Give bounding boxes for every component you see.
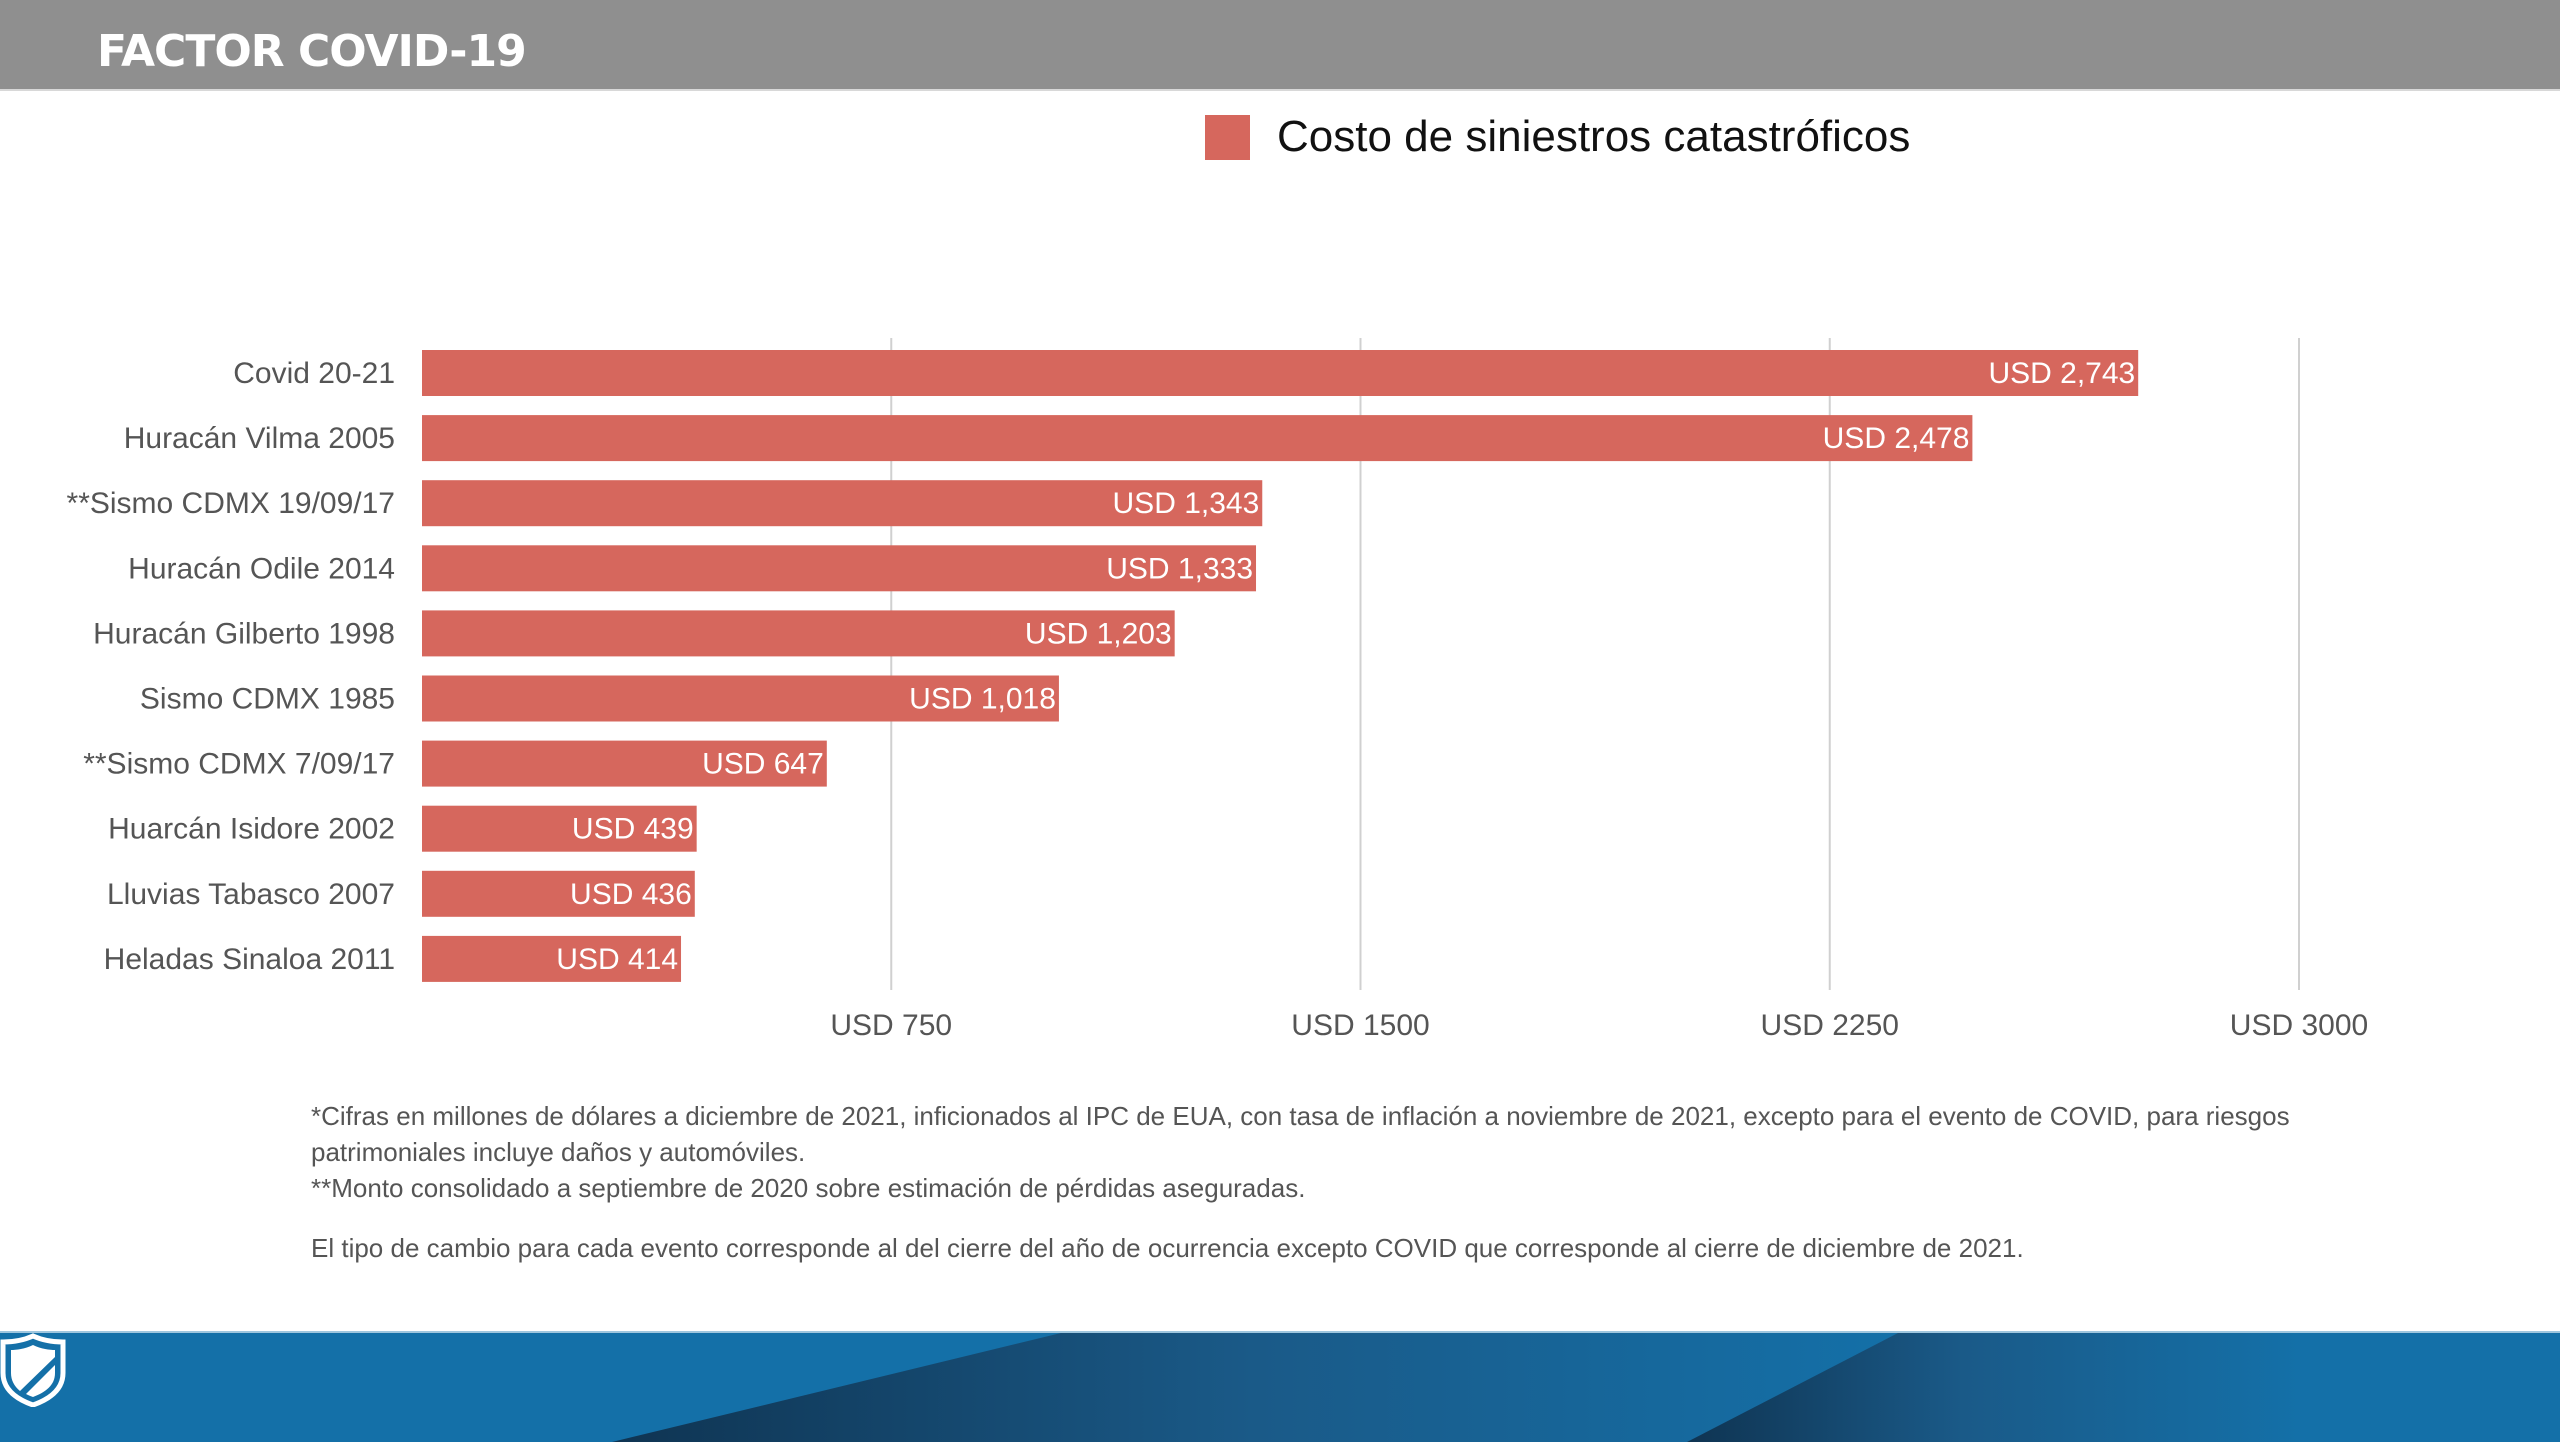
footer-stripe-1 xyxy=(612,1333,1898,1442)
bar xyxy=(422,415,1973,462)
category-label: Huarcán Isidore 2002 xyxy=(108,813,395,846)
footnote-1: *Cifras en millones de dólares a diciemb… xyxy=(311,1101,2290,1167)
data-label: USD 647 xyxy=(702,748,824,781)
footer-stripe-2 xyxy=(1687,1333,2300,1442)
data-label: USD 1,203 xyxy=(1025,617,1172,650)
legend-label: Costo de siniestros catastróficos xyxy=(1277,112,1911,161)
x-tick-label: USD 3000 xyxy=(2230,1009,2368,1042)
header-bar: FACTOR COVID-19 xyxy=(0,0,2560,91)
category-label: Huracán Odile 2014 xyxy=(128,552,395,585)
footnotes: *Cifras en millones de dólares a diciemb… xyxy=(311,1098,2391,1266)
x-tick-label: USD 2250 xyxy=(1761,1009,1899,1042)
footnote-3: El tipo de cambio para cada evento corre… xyxy=(311,1233,2024,1263)
bar xyxy=(422,675,1059,722)
legend-swatch-icon xyxy=(1205,114,1250,160)
data-label: USD 439 xyxy=(572,813,694,846)
data-label: USD 2,478 xyxy=(1823,422,1970,455)
category-label: Sismo CDMX 1985 xyxy=(140,683,395,716)
bar xyxy=(422,805,697,852)
x-tick-labels: USD 750 USD 1500 USD 2250 USD 3000 xyxy=(830,1009,2368,1042)
category-label: Huracán Gilberto 1998 xyxy=(93,617,395,650)
bar-chart: Covid 20-21 Huracán Vilma 2005 **Sismo CDM… xyxy=(67,338,2368,1042)
data-label: USD 1,343 xyxy=(1113,487,1260,520)
bar xyxy=(422,870,695,917)
data-label: USD 414 xyxy=(556,943,678,976)
data-label: USD 1,018 xyxy=(909,683,1056,716)
x-tick-label: USD 1500 xyxy=(1291,1009,1429,1042)
bars xyxy=(422,350,2139,982)
bar xyxy=(422,740,827,787)
footnote-2: **Monto consolidado a septiembre de 2020… xyxy=(311,1173,1306,1203)
category-label: Lluvias Tabasco 2007 xyxy=(107,878,395,911)
bar xyxy=(422,545,1257,592)
bar xyxy=(422,935,682,982)
category-labels: Covid 20-21 Huracán Vilma 2005 **Sismo CDM… xyxy=(67,357,395,976)
data-label: USD 436 xyxy=(570,878,692,911)
footer-band xyxy=(0,1331,2560,1442)
category-label: **Sismo CDMX 19/09/17 xyxy=(67,487,395,520)
category-label: Heladas Sinaloa 2011 xyxy=(104,943,395,976)
footer-decoration xyxy=(612,1333,2300,1442)
bar xyxy=(422,610,1175,657)
shield-icon xyxy=(0,1333,66,1407)
category-label: Huracán Vilma 2005 xyxy=(124,422,395,455)
category-label: **Sismo CDMX 7/09/17 xyxy=(83,748,395,781)
value-labels: USD 2,743 USD 2,478 USD 1,343 USD 1,333 USD … xyxy=(556,357,2135,976)
x-tick-label: USD 750 xyxy=(830,1009,952,1042)
category-label: Covid 20-21 xyxy=(233,357,395,390)
bar xyxy=(422,480,1263,527)
data-label: USD 1,333 xyxy=(1106,552,1253,585)
data-label: USD 2,743 xyxy=(1988,357,2135,390)
chart-legend: Costo de siniestros catastróficos xyxy=(1205,112,1910,162)
bar xyxy=(422,350,2139,396)
page-title: FACTOR COVID-19 xyxy=(97,26,527,77)
